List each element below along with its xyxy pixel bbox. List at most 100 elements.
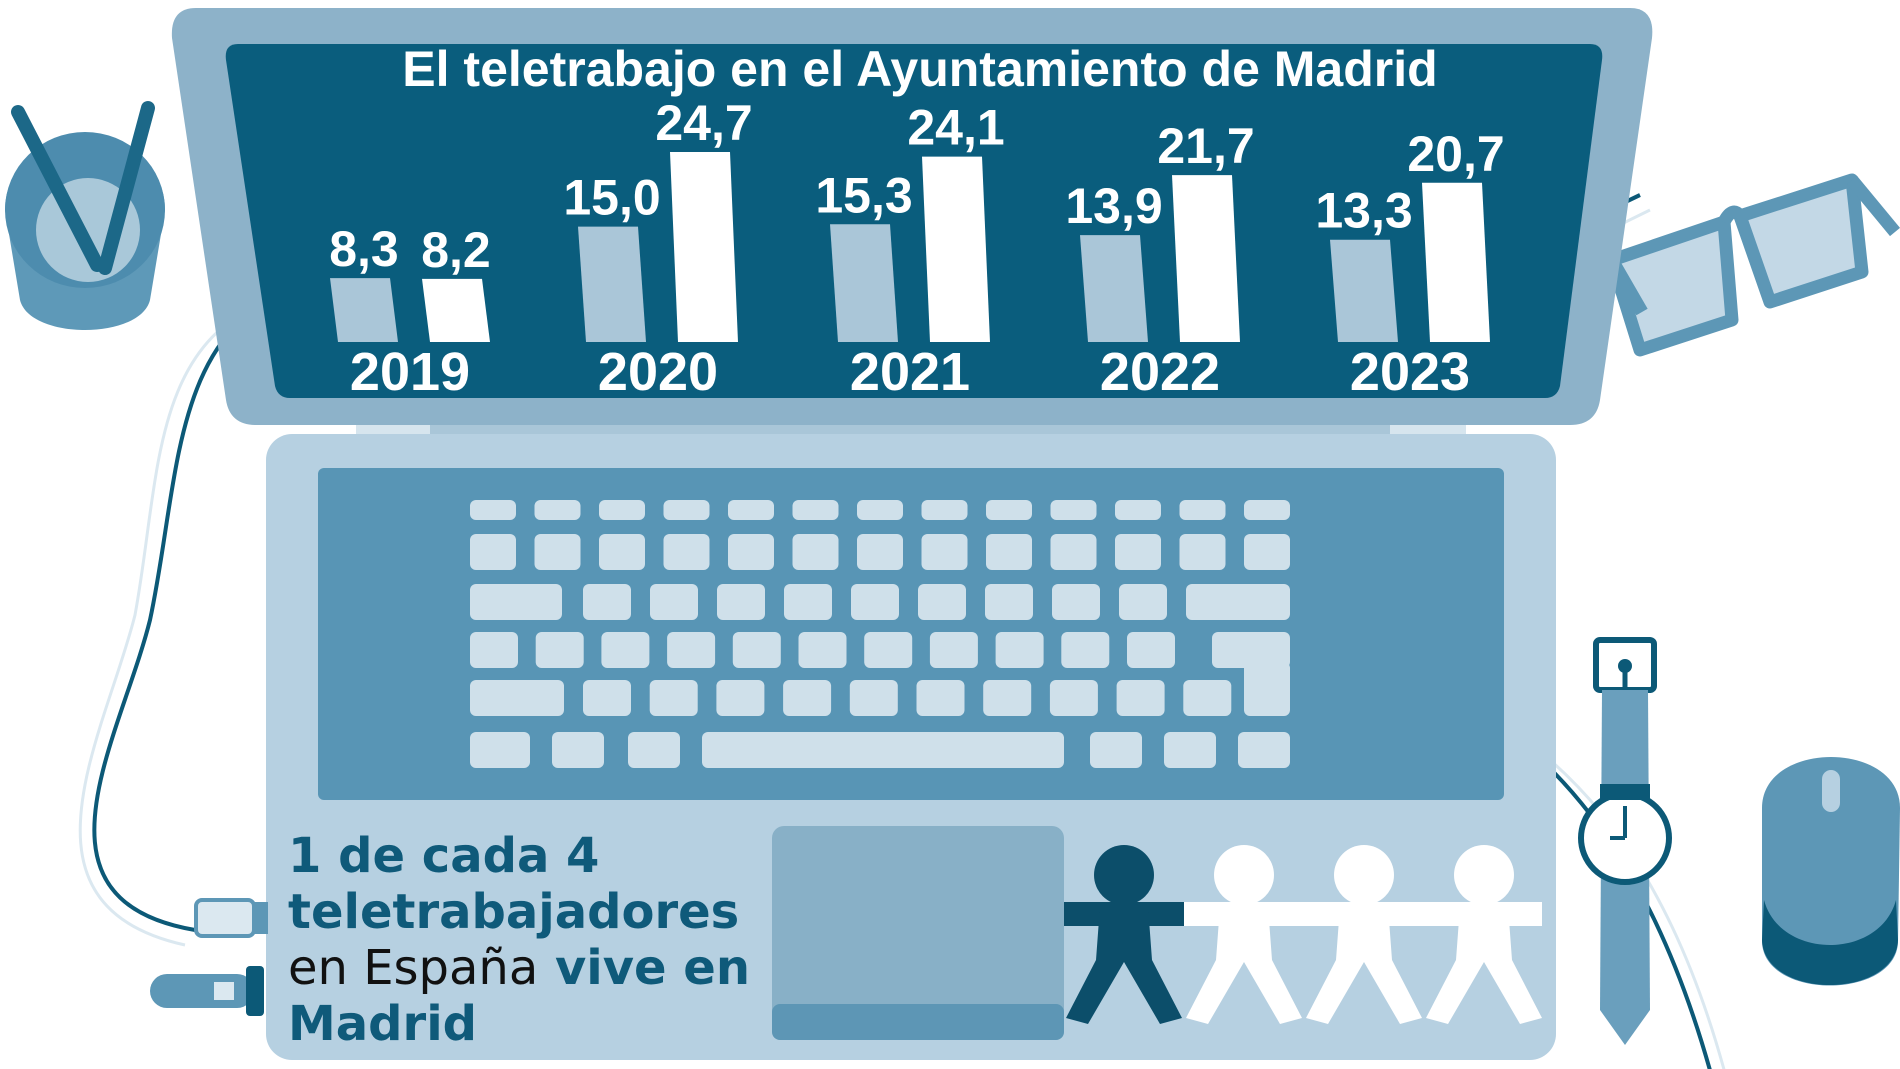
keyboard-key (1049, 680, 1098, 716)
keyboard-key (470, 584, 562, 620)
keyboard-key (864, 632, 913, 668)
keyboard-key (470, 732, 530, 768)
glasses-icon (1605, 173, 1900, 357)
keyboard-key (470, 632, 518, 668)
keyboard-key (929, 632, 978, 668)
chart-title: El teletrabajo en el Ayuntamiento de Mad… (402, 41, 1437, 97)
keyboard-key (649, 680, 698, 716)
caption-line-3-bold: vive en (554, 940, 751, 996)
keyboard-key (986, 534, 1032, 570)
laptop-cable (92, 283, 301, 932)
caption-line-3: en España vive en (288, 940, 768, 996)
keyboard-key (1115, 500, 1161, 520)
bar-2022-serie-1 (1080, 235, 1148, 342)
keyboard-key (1244, 500, 1290, 520)
data-label-2020-serie-1: 15,0 (563, 170, 660, 226)
keyboard-key (1119, 584, 1167, 620)
keyboard-key (470, 534, 516, 570)
keyboard-key (1244, 662, 1290, 716)
data-label-2019-serie-1: 8,3 (329, 221, 399, 277)
bar-2019-serie-2 (422, 278, 490, 342)
keyboard-key (1050, 534, 1097, 570)
keyboard-key (851, 584, 899, 620)
keyboard-key (534, 500, 581, 520)
laptop-cable-shadow (78, 298, 271, 947)
keyboard-key (857, 500, 903, 520)
bar-2020-serie-1 (578, 226, 646, 342)
keyboard-key (628, 732, 680, 768)
keyboard-key (983, 680, 1032, 716)
keyboard-key (599, 534, 645, 570)
bar-2023-serie-2 (1422, 182, 1490, 342)
touchpad-button (772, 1004, 1064, 1040)
keyboard-key (1212, 632, 1290, 668)
keyboard-key (728, 534, 774, 570)
data-label-2021-serie-1: 15,3 (815, 167, 912, 223)
data-label-2022-serie-2: 21,7 (1157, 118, 1254, 174)
keyboard-key (667, 632, 716, 668)
keyboard-key (470, 680, 564, 716)
person-icon (1306, 845, 1422, 1024)
bar-2021-serie-1 (830, 224, 898, 342)
person-icon-highlighted (1066, 845, 1182, 1024)
keyboard-key (663, 534, 710, 570)
keyboard-key (1183, 680, 1232, 716)
x-tick-label-2023: 2023 (1350, 342, 1470, 402)
x-tick-label-2022: 2022 (1100, 342, 1220, 402)
keyboard-key (1244, 534, 1290, 570)
keyboard-key (1052, 584, 1100, 620)
keyboard-key (1061, 632, 1110, 668)
keyboard-key (1127, 632, 1175, 668)
keyboard-key (1090, 732, 1142, 768)
keyboard-key (783, 680, 832, 716)
keyboard-key (921, 534, 968, 570)
keyboard-key (716, 680, 765, 716)
keyboard-key (583, 584, 631, 620)
caption-line-2: teletrabajadores (288, 884, 740, 940)
pencil-cup-icon (5, 101, 165, 330)
keyboard-key (1115, 534, 1161, 570)
data-label-2019-serie-2: 8,2 (421, 222, 491, 278)
bar-chart: 8,3 8,2 2019 15,0 24,7 2020 15,3 24,1 2021 13,921… (329, 95, 1504, 402)
mouse-icon (1762, 757, 1900, 986)
keyboard-key (535, 632, 584, 668)
keyboard-key (1050, 500, 1097, 520)
keyboard-key (918, 584, 966, 620)
keyboard-key (849, 680, 898, 716)
person-icon (1426, 845, 1542, 1024)
keyboard-key (1179, 534, 1226, 570)
keyboard-key (1179, 500, 1226, 520)
data-label-2023-serie-1: 13,3 (1315, 183, 1412, 239)
wristwatch-icon (1578, 637, 1672, 1045)
x-tick-label-2020: 2020 (598, 342, 718, 402)
keyboard-key (601, 632, 650, 668)
x-tick-label-2019: 2019 (350, 342, 470, 402)
keyboard-key (728, 500, 774, 520)
data-label-2020-serie-2: 24,7 (655, 95, 752, 151)
keyboard-key (1238, 732, 1290, 768)
caption-line-1: 1 de cada 4 (288, 828, 600, 884)
keyboard-key (792, 500, 839, 520)
caption: 1 de cada 4 teletrabajadores en España v… (288, 828, 768, 1052)
bar-2021-serie-2 (922, 156, 990, 342)
data-label-2022-serie-1: 13,9 (1065, 178, 1162, 234)
usb-plug-icon (150, 898, 268, 1016)
keyboard-key (1164, 732, 1216, 768)
touchpad (772, 826, 1064, 1040)
bar-2022-serie-2 (1172, 175, 1240, 342)
caption-line-3-plain: en España (288, 940, 539, 996)
keyboard-key (663, 500, 710, 520)
keyboard-key (857, 534, 903, 570)
keyboard-key (552, 732, 604, 768)
data-label-2023-serie-2: 20,7 (1407, 126, 1504, 182)
keyboard-key (916, 680, 965, 716)
keyboard-key (650, 584, 698, 620)
keyboard-key (702, 732, 1064, 768)
keyboard (470, 500, 1290, 768)
bar-2020-serie-2 (670, 152, 738, 342)
keyboard-key (798, 632, 847, 668)
keyboard-key (599, 500, 645, 520)
keyboard-key (717, 584, 765, 620)
keyboard-key (534, 534, 581, 570)
keyboard-key (1116, 680, 1165, 716)
